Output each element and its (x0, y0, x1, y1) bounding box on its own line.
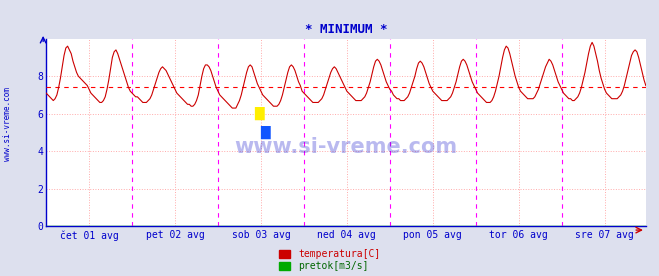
Title: * MINIMUM *: * MINIMUM * (304, 23, 387, 36)
Text: █: █ (254, 107, 264, 120)
Text: www.si-vreme.com: www.si-vreme.com (235, 137, 457, 158)
Text: █: █ (260, 126, 270, 139)
Legend: temperatura[C], pretok[m3/s]: temperatura[C], pretok[m3/s] (279, 249, 380, 271)
Text: www.si-vreme.com: www.si-vreme.com (3, 87, 13, 161)
